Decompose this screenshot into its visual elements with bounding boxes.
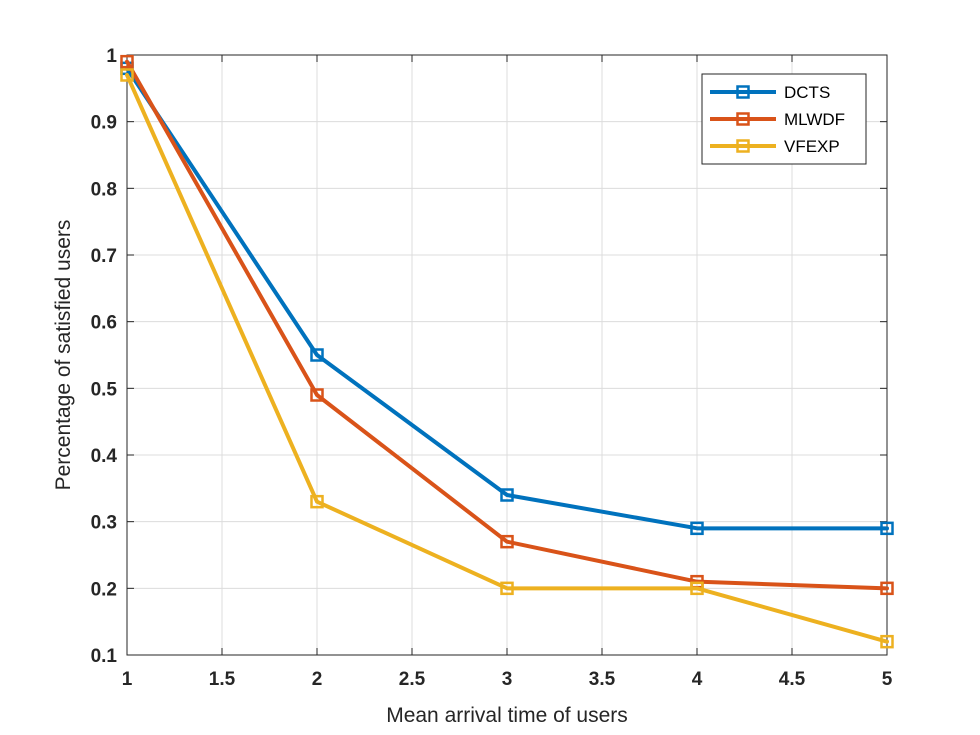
x-axis-label: Mean arrival time of users — [386, 704, 628, 727]
data-point-mlwdf — [120, 54, 134, 69]
y-tick-label: 0.6 — [91, 313, 117, 334]
y-tick-label: 0.7 — [91, 246, 117, 267]
x-tick-label: 4 — [692, 669, 703, 690]
legend-label-vfexp: VFEXP — [784, 137, 840, 156]
data-point-dcts — [690, 521, 704, 536]
y-tick-label: 0.3 — [91, 513, 117, 534]
x-tick-label: 3.5 — [589, 669, 616, 690]
legend-marker-vfexp — [736, 139, 750, 153]
series-line-dcts — [125, 66, 889, 531]
legend-label-mlwdf: MLWDF — [784, 110, 845, 129]
x-tick-label: 4.5 — [779, 669, 806, 690]
data-point-vfexp — [880, 634, 894, 649]
x-tick-label: 1 — [122, 669, 133, 690]
data-point-vfexp — [120, 68, 134, 82]
tick-marks — [126, 54, 888, 656]
x-tick-label: 1.5 — [209, 669, 236, 690]
series-vfexp — [120, 68, 894, 649]
legend-item-dcts: DCTS — [710, 83, 830, 102]
series-line-mlwdf — [125, 59, 889, 591]
data-point-vfexp — [500, 581, 514, 596]
y-tick-label: 0.2 — [91, 579, 117, 600]
legend: DCTS MLWDF VFEXP — [701, 73, 867, 165]
legend-label-dcts: DCTS — [784, 83, 830, 102]
series-line-vfexp — [125, 73, 889, 644]
x-tick-label: 2.5 — [399, 669, 426, 690]
data-point-dcts — [310, 348, 324, 362]
y-tick-label: 0.1 — [91, 646, 118, 667]
data-point-dcts — [500, 488, 514, 502]
x-tick-label: 3 — [502, 669, 513, 690]
data-point-mlwdf — [500, 534, 514, 549]
legend-marker-dcts — [736, 85, 750, 99]
data-point-vfexp — [690, 581, 704, 596]
legend-item-mlwdf: MLWDF — [710, 110, 845, 129]
x-tick-labels: 1 1.5 2 2.5 3 3.5 4 4.5 5 — [122, 669, 893, 690]
x-tick-label: 2 — [312, 669, 323, 690]
series-layer — [120, 54, 894, 649]
legend-item-vfexp: VFEXP — [710, 137, 840, 156]
y-tick-labels: 0.1 0.2 0.3 0.4 0.5 0.6 0.7 0.8 0.9 1 — [91, 46, 118, 667]
y-tick-label: 1 — [106, 46, 117, 67]
y-tick-label: 0.5 — [91, 379, 118, 400]
legend-marker-mlwdf — [736, 112, 750, 126]
x-tick-label: 5 — [882, 669, 893, 690]
grid — [126, 54, 888, 656]
data-point-vfexp — [310, 494, 324, 509]
data-point-dcts — [880, 521, 894, 536]
y-tick-label: 0.9 — [91, 113, 117, 134]
y-axis-label: Percentage of satisfied users — [52, 220, 75, 491]
y-tick-label: 0.8 — [91, 179, 117, 200]
data-point-mlwdf — [880, 581, 894, 596]
data-point-mlwdf — [310, 388, 324, 402]
y-tick-label: 0.4 — [91, 446, 118, 467]
